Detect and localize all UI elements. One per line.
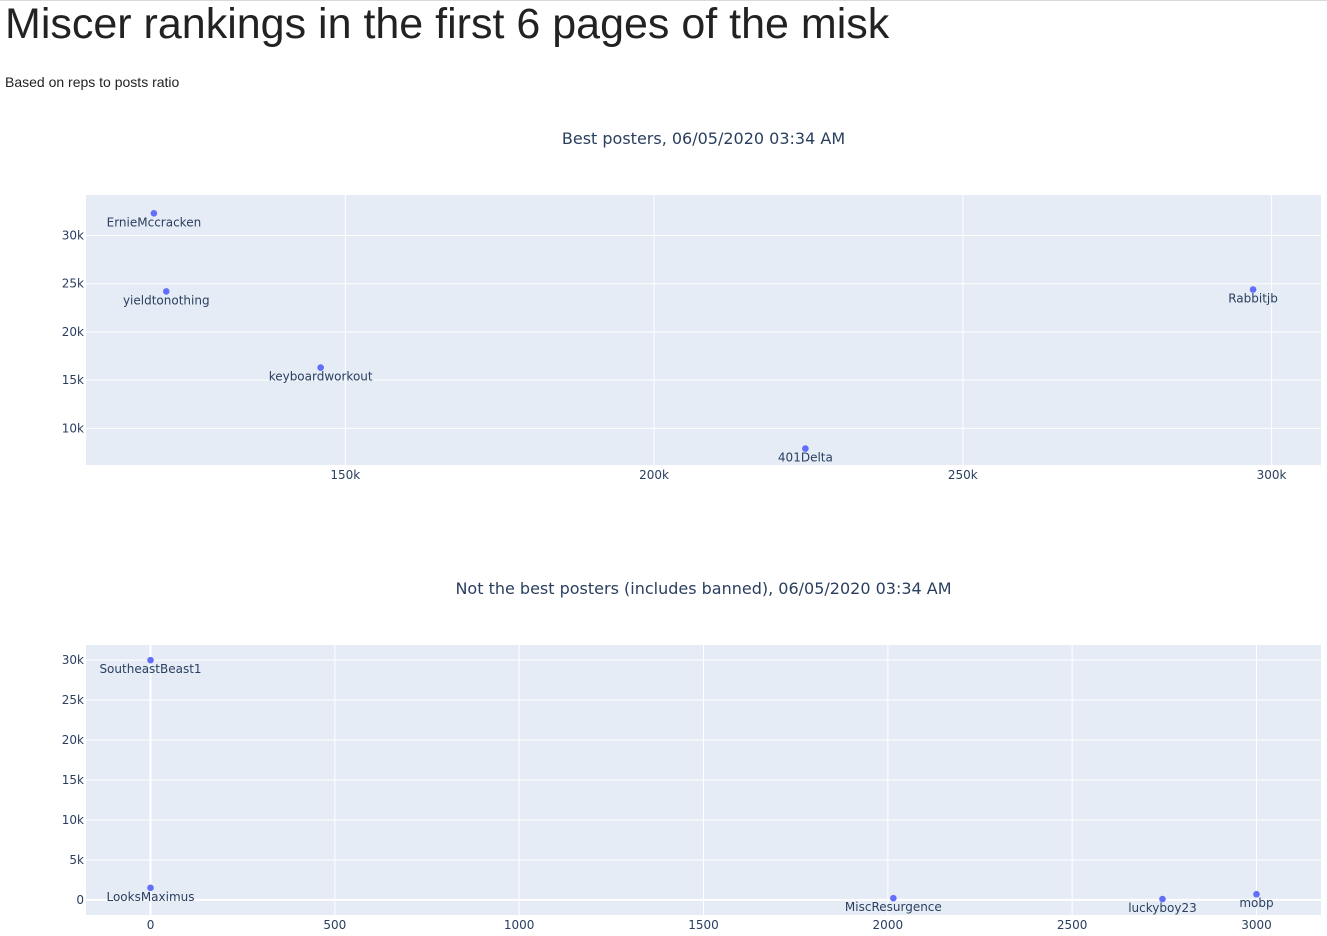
best-posters-chart: Best posters, 06/05/2020 03:34 AM 150k 200… (62, 129, 1321, 482)
data-point (147, 884, 154, 892)
data-point (162, 288, 170, 295)
data-point (802, 445, 809, 452)
x-tick-label: 200k (639, 468, 669, 482)
y-tick-label: 30k (62, 229, 84, 243)
x-tick-label: 1500 (688, 918, 719, 932)
data-point-label: 401Delta (778, 451, 833, 465)
data-point-label: SoutheastBeast1 (99, 662, 201, 676)
data-point-label: keyboardworkout (269, 370, 373, 384)
data-point (317, 364, 324, 371)
x-tick-label: 300k (1257, 468, 1287, 482)
x-tick-label: 2500 (1057, 918, 1088, 932)
x-tick-label: 500 (323, 918, 346, 932)
y-tick-label: 15k (62, 773, 84, 787)
x-tick-label: 0 (147, 918, 155, 932)
chart-title: Not the best posters (includes banned), … (455, 579, 951, 598)
y-tick-label: 10k (62, 421, 84, 435)
data-point-label: luckyboy23 (1128, 901, 1197, 915)
data-point-label: Rabbitjb (1228, 292, 1278, 306)
data-point (890, 894, 897, 902)
y-tick-label: 30k (62, 653, 84, 667)
x-tick-label: 1000 (504, 918, 535, 932)
not-best-posters-chart: Not the best posters (includes banned), … (62, 579, 1321, 932)
y-tick-label: 15k (62, 373, 84, 387)
x-tick-label: 3000 (1241, 918, 1272, 932)
y-tick-label: 25k (62, 693, 84, 707)
data-point-label: mobp (1239, 896, 1273, 910)
page-title: Miscer rankings in the first 6 pages of … (5, 0, 890, 48)
chart-title: Best posters, 06/05/2020 03:34 AM (562, 129, 845, 148)
y-tick-label: 10k (62, 813, 84, 827)
y-tick-label: 20k (62, 325, 84, 339)
y-tick-label: 20k (62, 733, 84, 747)
data-point-label: LooksMaximus (106, 890, 194, 904)
page-subtitle: Based on reps to posts ratio (5, 74, 180, 90)
data-point (1159, 895, 1166, 903)
x-tick-label: 2000 (873, 918, 904, 932)
plot-background (86, 195, 1321, 465)
y-tick-label: 0 (76, 893, 84, 907)
data-point-label: ErnieMccracken (107, 215, 202, 229)
x-tick-label: 250k (948, 468, 978, 482)
y-tick-label: 5k (69, 853, 84, 867)
data-point (150, 210, 158, 217)
data-point (1249, 286, 1257, 293)
x-tick-label: 150k (330, 468, 360, 482)
data-point (1253, 890, 1260, 898)
data-point-label: yieldtonothing (123, 293, 210, 307)
data-point-label: MiscResurgence (845, 900, 942, 914)
data-point (147, 656, 154, 664)
y-tick-label: 25k (62, 277, 84, 291)
